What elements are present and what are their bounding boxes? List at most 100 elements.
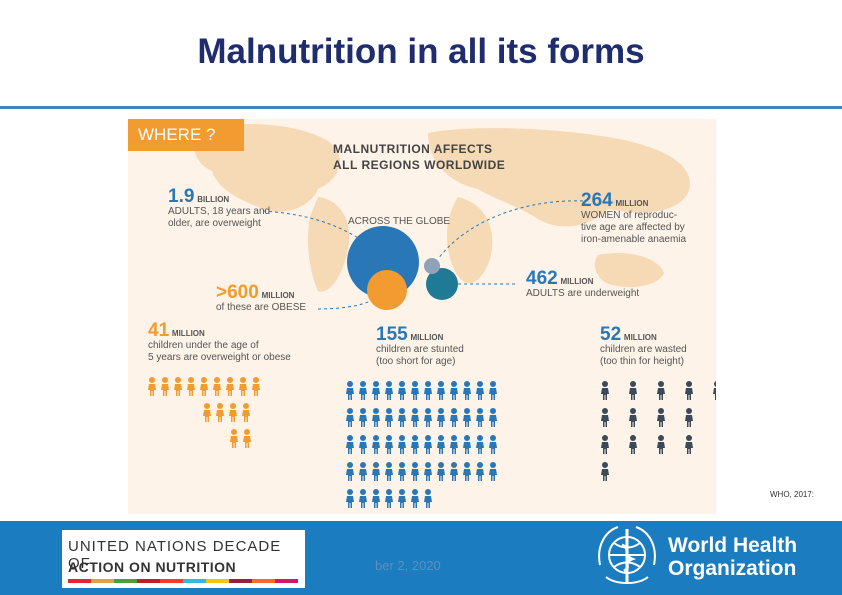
child-figure-icon [685, 435, 693, 454]
who-emblem-icon [598, 526, 656, 584]
anaemia-line2: tive age are affected by [581, 222, 685, 233]
child-figure-icon [411, 381, 419, 400]
child-figure-icon [239, 377, 247, 396]
stunted-unit: MILLION [410, 333, 444, 342]
child-figure-icon [203, 403, 211, 422]
child-figure-icon [411, 489, 419, 508]
child-figure-icon [424, 462, 432, 481]
child-figure-icon [411, 462, 419, 481]
obese-number: >600 [216, 282, 259, 303]
wasted-line2: (too thin for height) [600, 356, 684, 367]
obese-circle [367, 270, 407, 310]
where-label: WHERE ? [128, 119, 244, 151]
headline-line2: ALL REGIONS WORLDWIDE [333, 158, 506, 172]
obese-unit: MILLION [261, 291, 295, 300]
underweight-number: 462 [526, 268, 558, 289]
stunted-line1: children are stunted [376, 344, 464, 355]
child-figure-icon [489, 462, 497, 481]
wasted-number: 52 [600, 324, 622, 345]
child-figure-icon [450, 462, 458, 481]
child-figure-icon [385, 435, 393, 454]
child-figure-icon [229, 403, 237, 422]
headline-line1: MALNUTRITION AFFECTS [333, 142, 493, 156]
child-figure-icon [489, 435, 497, 454]
child-figure-icon [657, 408, 665, 427]
underweight-unit: MILLION [560, 277, 594, 286]
child-figure-icon [685, 381, 693, 400]
child-figure-icon [463, 408, 471, 427]
anaemia-circle [424, 258, 440, 274]
child-overweight-number: 41 [148, 320, 170, 341]
wasted-line1: children are wasted [600, 344, 687, 355]
child-figure-icon [346, 489, 354, 508]
anaemia-number: 264 [581, 190, 613, 211]
child-figure-icon [713, 381, 716, 400]
child-figure-icon [476, 408, 484, 427]
child-figure-icon [242, 403, 250, 422]
anaemia-line1: WOMEN of reproduc- [581, 210, 678, 221]
child-figure-icon [489, 381, 497, 400]
child-figure-icon [359, 489, 367, 508]
child-figure-icon [476, 462, 484, 481]
child-figure-icon [216, 403, 224, 422]
child-figure-icon [629, 381, 637, 400]
child-figure-icon [437, 435, 445, 454]
child-figure-icon [463, 381, 471, 400]
wasted-children-figures [601, 381, 716, 481]
child-figure-icon [398, 489, 406, 508]
adults-overweight-unit: BILLION [197, 195, 230, 204]
child-figure-icon [629, 408, 637, 427]
child-figure-icon [385, 462, 393, 481]
child-figure-icon [450, 381, 458, 400]
child-figure-icon [424, 381, 432, 400]
child-figure-icon [398, 381, 406, 400]
slide-title: Malnutrition in all its forms [197, 32, 645, 71]
child-figure-icon [372, 381, 380, 400]
stunted-children-figures [346, 381, 497, 508]
stat-wasted: 52 MILLION children are wasted (too thin… [600, 325, 687, 368]
adults-overweight-line2: older, are overweight [168, 218, 261, 229]
child-figure-icon [437, 381, 445, 400]
stat-underweight: 462 MILLION ADULTS are underweight [526, 269, 639, 300]
child-figure-icon [601, 435, 609, 454]
stat-obese: >600 MILLION of these are OBESE [216, 283, 307, 314]
child-figure-icon [398, 408, 406, 427]
child-figure-icon [346, 462, 354, 481]
obese-line1: of these are OBESE [216, 302, 307, 313]
child-figure-icon [463, 462, 471, 481]
child-figure-icon [437, 408, 445, 427]
child-figure-icon [437, 462, 445, 481]
child-figure-icon [398, 435, 406, 454]
child-figure-icon [187, 377, 195, 396]
un-decade-logo: UNITED NATIONS DECADE OF ACTION ON NUTRI… [62, 530, 305, 588]
child-figure-icon [424, 435, 432, 454]
child-overweight-line2: 5 years are overweight or obese [148, 352, 291, 363]
child-overweight-unit: MILLION [171, 329, 205, 338]
stat-anaemia: 264 MILLION WOMEN of reproduc- tive age … [581, 191, 687, 246]
child-figure-icon [243, 429, 251, 448]
adults-overweight-line1: ADULTS, 18 years and [168, 206, 271, 217]
anaemia-line3: iron-amenable anaemia [581, 234, 687, 245]
child-figure-icon [226, 377, 234, 396]
anaemia-unit: MILLION [615, 199, 649, 208]
child-figure-icon [359, 462, 367, 481]
child-figure-icon [200, 377, 208, 396]
child-figure-icon [372, 435, 380, 454]
stat-stunted: 155 MILLION children are stunted (too sh… [376, 325, 464, 368]
child-figure-icon [463, 435, 471, 454]
sdg-color-bar [68, 579, 298, 583]
child-figure-icon [372, 462, 380, 481]
child-figure-icon [657, 435, 665, 454]
child-figure-icon [230, 429, 238, 448]
child-figure-icon [148, 377, 156, 396]
child-figure-icon [372, 408, 380, 427]
child-figure-icon [161, 377, 169, 396]
child-overweight-line1: children under the age of [148, 340, 259, 351]
who-line1: World Health [668, 534, 798, 557]
child-figure-icon [601, 462, 609, 481]
child-figure-icon [424, 408, 432, 427]
child-figure-icon [601, 408, 609, 427]
child-figure-icon [450, 435, 458, 454]
child-figure-icon [476, 435, 484, 454]
child-figure-icon [476, 381, 484, 400]
